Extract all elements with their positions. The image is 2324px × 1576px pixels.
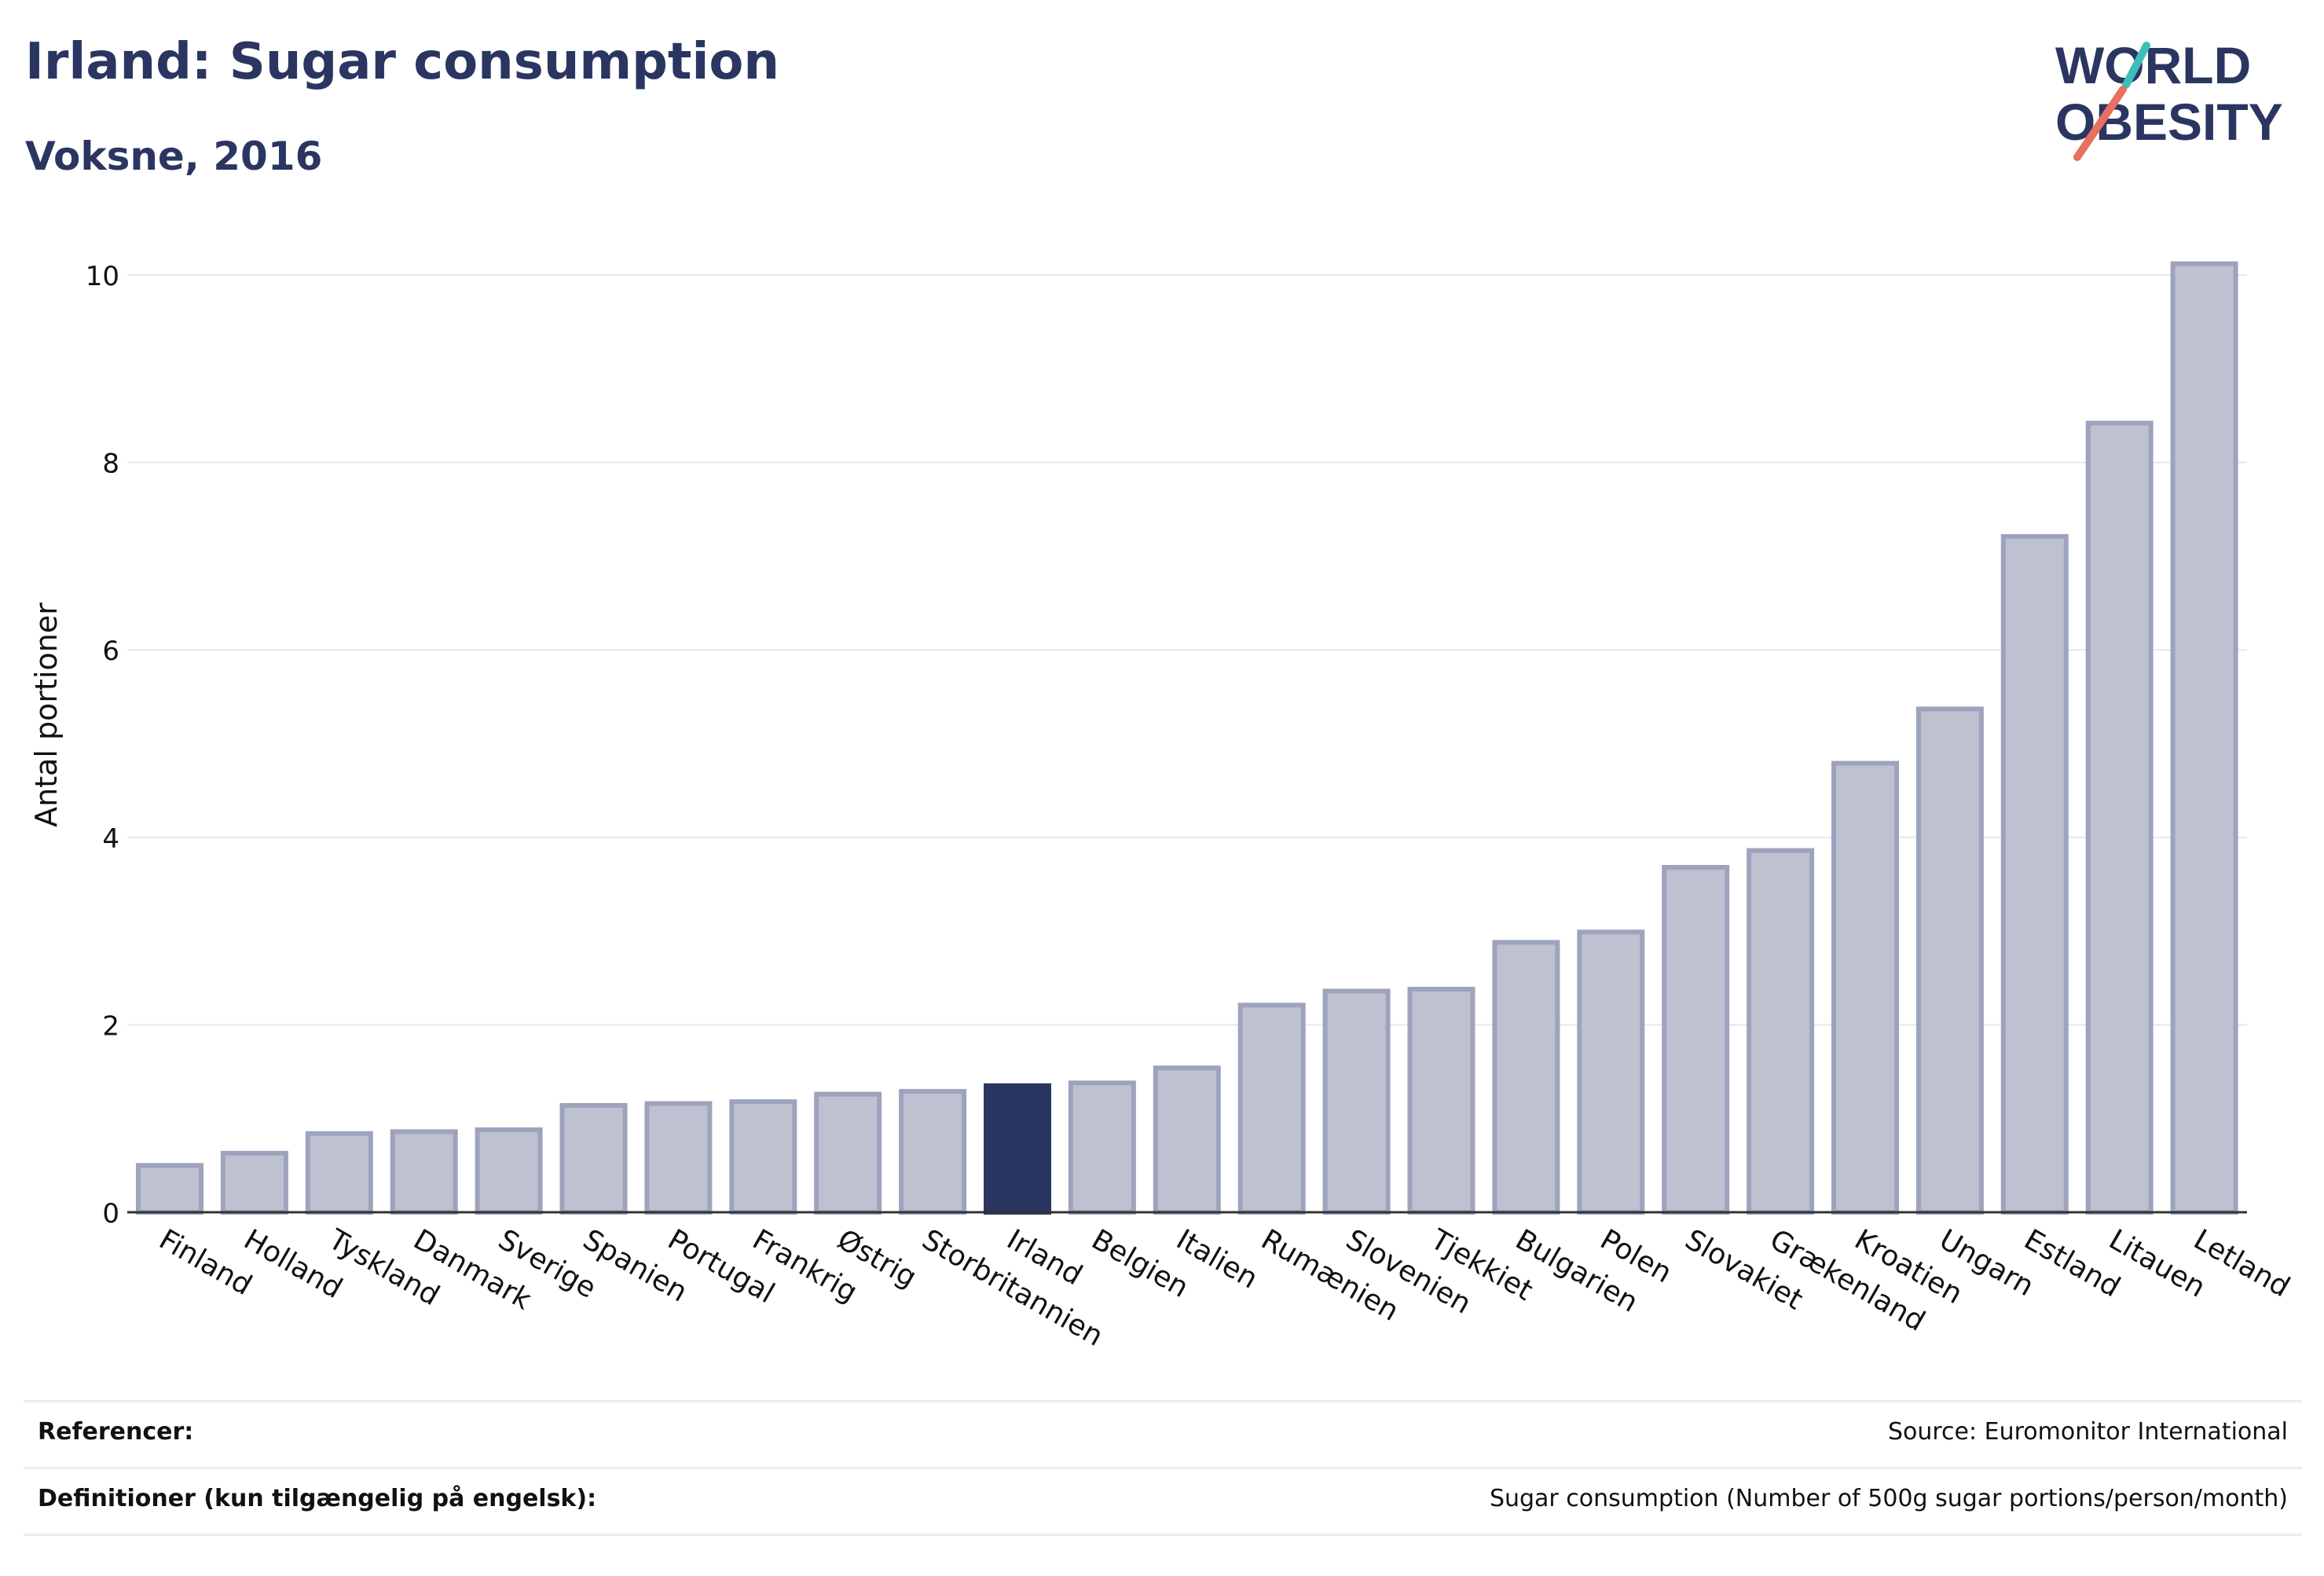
bar-irland xyxy=(984,1083,1051,1215)
bar-slovenien xyxy=(1322,988,1391,1215)
y-axis-label: Antal portioner xyxy=(29,603,64,827)
definitions-row: Definitioner (kun tilgængelig på engelsk… xyxy=(24,1467,2302,1536)
y-tick-label: 6 xyxy=(102,636,119,667)
bar-letland xyxy=(2170,261,2238,1215)
chart-subtitle: Voksne, 2016 xyxy=(25,134,323,179)
bar-estland xyxy=(2000,533,2069,1215)
bar-litauen xyxy=(2085,420,2154,1215)
bar-finland xyxy=(136,1163,203,1215)
bar-danmark xyxy=(390,1129,458,1215)
y-tick-label: 10 xyxy=(86,261,119,292)
x-tick-label: Belgien xyxy=(1086,1223,1193,1304)
bars xyxy=(136,261,2238,1215)
logo-slash-teal xyxy=(2122,42,2150,89)
bar-rumænien xyxy=(1237,1002,1306,1215)
bar-kroatien xyxy=(1831,761,1899,1215)
footer-table: Referencer: Source: Euromonitor Internat… xyxy=(24,1400,2302,1536)
bar-frankrig xyxy=(729,1099,797,1215)
x-tick-label: Estland xyxy=(2018,1223,2125,1303)
bar-storbritannien xyxy=(899,1089,967,1215)
x-tick-label: Letland xyxy=(2188,1223,2295,1303)
y-tick-label: 8 xyxy=(102,449,119,480)
bar-ungarn xyxy=(1915,706,1984,1215)
y-tick-label: 2 xyxy=(102,1010,119,1042)
x-tick-label: Finland xyxy=(154,1223,258,1302)
bar-spanien xyxy=(559,1102,628,1215)
bar-tyskland xyxy=(305,1131,373,1215)
bar-grækenland xyxy=(1747,848,1815,1215)
bar-tjekkiet xyxy=(1407,987,1475,1215)
bar-chart: 0246810FinlandHollandTysklandDanmarkSver… xyxy=(29,261,2295,1353)
y-tick-label: 0 xyxy=(102,1198,119,1230)
definitions-label: Definitioner (kun tilgængelig på engelsk… xyxy=(38,1485,597,1512)
logo-word-world: WORLD xyxy=(2055,36,2251,94)
bar-holland xyxy=(220,1150,288,1215)
references-label: Referencer: xyxy=(38,1418,194,1446)
bar-bulgarien xyxy=(1492,940,1560,1215)
references-row: Referencer: Source: Euromonitor Internat… xyxy=(24,1400,2302,1467)
x-tick-label: Litauen xyxy=(2103,1223,2211,1304)
world-obesity-logo: WORLD OBESITY xyxy=(2055,36,2283,161)
bar-italien xyxy=(1153,1065,1221,1215)
bar-portugal xyxy=(644,1101,713,1215)
definitions-value: Sugar consumption (Number of 500g sugar … xyxy=(1489,1485,2288,1512)
logo-slash-coral xyxy=(2073,86,2127,161)
bar-østrig xyxy=(814,1091,882,1215)
bar-polen xyxy=(1577,929,1645,1215)
bar-slovakiet xyxy=(1662,864,1730,1215)
chart-title: Irland: Sugar consumption xyxy=(25,33,779,91)
bar-sverige xyxy=(475,1127,543,1215)
references-value: Source: Euromonitor International xyxy=(1887,1418,2288,1446)
logo-word-obesity: OBESITY xyxy=(2055,93,2283,151)
x-tick-label: Holland xyxy=(238,1223,347,1305)
y-tick-label: 4 xyxy=(102,823,119,855)
bar-belgien xyxy=(1068,1080,1136,1215)
